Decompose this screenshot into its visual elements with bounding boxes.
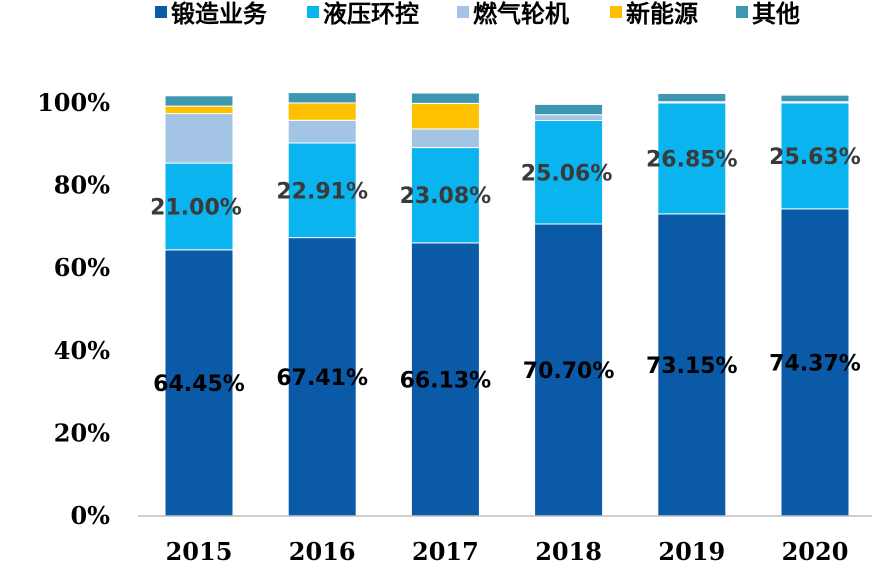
y-axis: 0% 20% 40% 60% 80% 100% xyxy=(37,88,110,530)
data-label: 21.00% xyxy=(150,195,242,220)
bar-segment xyxy=(287,119,357,144)
data-labels: 64.45% 21.00% 67.41% 22.91% 66.13% 23.08% 70.7… xyxy=(150,145,861,397)
bar-segment xyxy=(410,242,480,517)
bar-segment xyxy=(287,92,357,104)
legend-swatch-2 xyxy=(457,6,469,18)
y-tick-label: 0% xyxy=(70,501,110,530)
bar-segment xyxy=(534,103,604,116)
bar-segment xyxy=(657,102,727,215)
bar-segment xyxy=(287,142,357,239)
data-label: 26.85% xyxy=(646,147,738,172)
data-label: 73.15% xyxy=(646,354,738,379)
legend: 锻造业务 液压环控 燃气轮机 新能源 其他 xyxy=(155,0,800,28)
data-label: 67.41% xyxy=(276,366,368,391)
bar-segment xyxy=(534,120,604,225)
data-label: 25.63% xyxy=(769,145,861,170)
x-tick-label: 2016 xyxy=(289,537,356,566)
data-label: 70.70% xyxy=(523,359,615,384)
legend-swatch-4 xyxy=(736,6,748,18)
bar-segment xyxy=(164,249,234,517)
bar-segment xyxy=(780,208,850,517)
y-tick-label: 40% xyxy=(54,336,110,365)
legend-label-2: 燃气轮机 xyxy=(473,0,569,28)
y-tick-label: 20% xyxy=(54,418,110,447)
bar-segment xyxy=(410,92,480,104)
bar-segment xyxy=(657,93,727,103)
data-label: 64.45% xyxy=(153,372,245,397)
bar-segment xyxy=(534,114,604,122)
data-label: 22.91% xyxy=(276,179,368,204)
x-tick-label: 2015 xyxy=(166,537,233,566)
bars xyxy=(164,92,850,517)
data-label: 66.13% xyxy=(400,368,492,393)
y-tick-label: 80% xyxy=(54,171,110,200)
legend-label-0: 锻造业务 xyxy=(171,0,268,28)
bar-segment xyxy=(410,128,480,149)
x-axis: 2015 2016 2017 2018 2019 2020 xyxy=(138,515,872,566)
x-tick-label: 2018 xyxy=(535,537,602,566)
bar-segment xyxy=(780,94,850,103)
legend-swatch-0 xyxy=(155,6,167,18)
bar-segment xyxy=(164,95,234,107)
x-tick-label: 2020 xyxy=(782,537,849,566)
data-label: 25.06% xyxy=(521,161,613,186)
legend-swatch-1 xyxy=(307,6,319,18)
bar-segment xyxy=(780,102,850,210)
data-label: 74.37% xyxy=(769,351,861,376)
x-tick-label: 2017 xyxy=(412,537,479,566)
bar-segment xyxy=(164,105,234,115)
y-tick-label: 100% xyxy=(37,88,110,117)
legend-label-1: 液压环控 xyxy=(323,0,419,28)
bar-segment xyxy=(164,113,234,164)
x-tick-label: 2019 xyxy=(658,537,725,566)
legend-swatch-3 xyxy=(610,6,622,18)
bar-segment xyxy=(164,162,234,251)
legend-label-4: 其他 xyxy=(752,0,800,28)
bar-segment xyxy=(410,147,480,244)
legend-label-3: 新能源 xyxy=(626,0,698,28)
bar-segment xyxy=(410,102,480,130)
data-label: 23.08% xyxy=(400,184,492,209)
y-tick-label: 60% xyxy=(54,253,110,282)
bar-segment xyxy=(287,102,357,121)
